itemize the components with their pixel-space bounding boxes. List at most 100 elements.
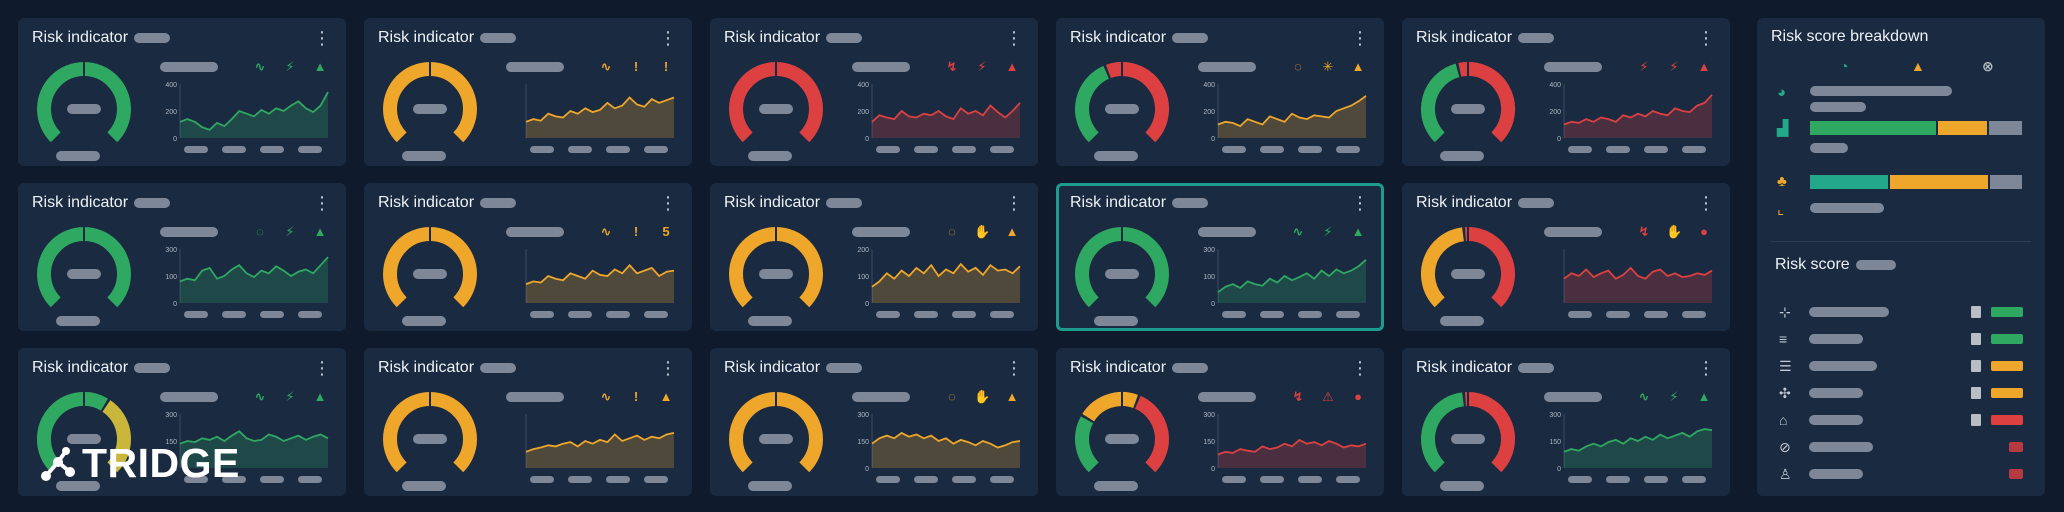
more-options-icon[interactable]: ⋮ (659, 193, 677, 213)
risk-card[interactable]: Risk indicator ⋮ ∿! 5 (364, 183, 692, 331)
risk-score-row[interactable]: ≡ (1757, 331, 2045, 347)
divider (1771, 241, 2031, 242)
indicator-icon: 5 (662, 224, 670, 239)
gauge-value-pill (759, 104, 793, 114)
x-tick-pill (914, 311, 938, 318)
placeholder-pill (134, 33, 171, 43)
indicator-icon: ▲ (1005, 59, 1019, 74)
y-tick-label: 0 (865, 301, 869, 308)
x-tick-pill (530, 476, 554, 483)
more-options-icon[interactable]: ⋮ (1697, 28, 1715, 48)
status-indicators: ⚡ ⚡ ▲ (1636, 58, 1712, 76)
more-options-icon[interactable]: ⋮ (313, 358, 331, 378)
x-tick-pill (568, 476, 592, 483)
y-tick-label: 100 (165, 274, 177, 281)
risk-score-row[interactable]: ⊹ (1757, 304, 2045, 320)
risk-trend-chart: 200 100 0 (857, 247, 1021, 318)
score-swatch (1971, 414, 1981, 426)
x-tick-pill (1644, 146, 1668, 153)
risk-score-row[interactable]: ✣ (1757, 385, 2045, 401)
risk-gauge (383, 226, 477, 326)
gauge-segment (1134, 395, 1169, 473)
risk-card[interactable]: Risk indicator ⋮ ⚡ ⚡ ▲ 400 200 0 (1402, 18, 1730, 166)
close-circle-icon: ⊗ (1982, 58, 1994, 74)
risk-card[interactable]: Risk indicator ⋮ ◌ ✋ ▲ 300 150 0 (710, 348, 1038, 496)
risk-card[interactable]: Risk indicator ⋮ ∿ ⚡ ▲ 300 150 0 (1402, 348, 1730, 496)
risk-card[interactable]: Risk indicator ⋮ ↯ ⚠ ● 300 150 0 (1056, 348, 1384, 496)
risk-card[interactable]: Risk indicator ⋮ ↯ ⚡ ▲ 400 200 0 (710, 18, 1038, 166)
risk-trend-chart (525, 84, 675, 153)
area-fill (1218, 259, 1366, 303)
risk-score-row[interactable]: ⊘ (1757, 439, 2045, 455)
status-indicators: ∿ ⚡ ▲ (1290, 223, 1366, 241)
placeholder-pill (1810, 86, 1952, 96)
gauge-segment (36, 391, 108, 473)
risk-score-row[interactable]: ♙ (1757, 466, 2045, 482)
more-options-icon[interactable]: ⋮ (1697, 193, 1715, 213)
x-tick-pill (952, 311, 976, 318)
risk-card[interactable]: Risk indicator ⋮ ↯ ✋ ● (1402, 183, 1730, 331)
more-options-icon[interactable]: ⋮ (1351, 193, 1369, 213)
x-tick-pill (644, 476, 668, 483)
stacked-bar-segment (1989, 121, 2022, 135)
more-options-icon[interactable]: ⋮ (1005, 28, 1023, 48)
indicator-icon: ◌ (948, 389, 956, 404)
risk-trend-chart: 300 100 0 (1203, 247, 1367, 318)
risk-card[interactable]: Risk indicator ⋮ ◌ ⚡ ▲ 300 100 0 (18, 183, 346, 331)
more-options-icon[interactable]: ⋮ (1005, 358, 1023, 378)
placeholder-pill (1810, 102, 1866, 112)
risk-card[interactable]: Risk indicator ⋮ ∿ ⚡ ▲ 300 100 0 (1056, 183, 1384, 331)
risk-trend-chart (1563, 249, 1713, 318)
placeholder-pill (1198, 227, 1256, 237)
more-options-icon[interactable]: ⋮ (313, 193, 331, 213)
score-swatch (1971, 306, 1981, 318)
series-line (871, 262, 1021, 288)
risk-card[interactable]: Risk indicator ⋮ ◌ ✳ ▲ 400 200 0 (1056, 18, 1384, 166)
card-title: Risk indicator (724, 194, 821, 211)
more-options-icon[interactable]: ⋮ (659, 28, 677, 48)
card-title: Risk indicator (378, 359, 475, 376)
indicator-icon: ⚡ (1669, 389, 1679, 404)
more-options-icon[interactable]: ⋮ (659, 358, 677, 378)
risk-card[interactable]: Risk indicator ⋮ ∿! ▲ (364, 348, 692, 496)
more-options-icon[interactable]: ⋮ (313, 28, 331, 48)
placeholder-pill (134, 363, 171, 373)
risk-gauge (1075, 391, 1169, 491)
risk-trend-chart (525, 414, 675, 483)
risk-card[interactable]: Risk indicator ⋮ ◌ ✋ ▲ 200 100 0 (710, 183, 1038, 331)
indicator-icon: ✋ (974, 224, 991, 239)
gauge-value-pill (759, 269, 793, 279)
risk-card[interactable]: Risk indicator ⋮ ∿ ⚡ ▲ 300 150 0 (18, 348, 346, 496)
x-tick-pill (1606, 311, 1630, 318)
indicator-icon: ↯ (1638, 224, 1650, 239)
x-tick-pill (568, 311, 592, 318)
gauge-label-pill (1440, 151, 1484, 161)
y-tick-label: 0 (865, 136, 869, 143)
risk-card[interactable]: Risk indicator ⋮ ∿ ⚡ ▲ 400 200 0 (18, 18, 346, 166)
more-options-icon[interactable]: ⋮ (1351, 358, 1369, 378)
card-title: Risk indicator (32, 29, 129, 46)
indicator-icon: ∿ (600, 224, 612, 239)
risk-score-row[interactable]: ☰ (1757, 358, 2045, 374)
risk-gauge (383, 391, 477, 491)
gauge-segment (383, 392, 477, 473)
y-tick-label: 0 (173, 136, 177, 143)
card-title: Risk indicator (724, 359, 821, 376)
score-swatch (1971, 387, 1981, 399)
y-tick-label: 200 (1549, 109, 1561, 116)
x-tick-pill (990, 476, 1014, 483)
y-tick-label: 0 (1557, 466, 1561, 473)
risk-card[interactable]: Risk indicator ⋮ ∿!! (364, 18, 692, 166)
indicator-icon: ✳ (1322, 59, 1334, 74)
gauge-label-pill (402, 151, 446, 161)
risk-score-row[interactable]: ⌂ (1757, 412, 2045, 428)
score-bar (1991, 307, 2023, 317)
card-header: Risk indicator ⋮ (1070, 358, 1370, 378)
more-options-icon[interactable]: ⋮ (1351, 28, 1369, 48)
score-bar (2009, 442, 2023, 452)
placeholder-pill (1172, 363, 1209, 373)
x-tick-pill (1568, 146, 1592, 153)
area-fill (1218, 439, 1366, 468)
more-options-icon[interactable]: ⋮ (1697, 358, 1715, 378)
more-options-icon[interactable]: ⋮ (1005, 193, 1023, 213)
